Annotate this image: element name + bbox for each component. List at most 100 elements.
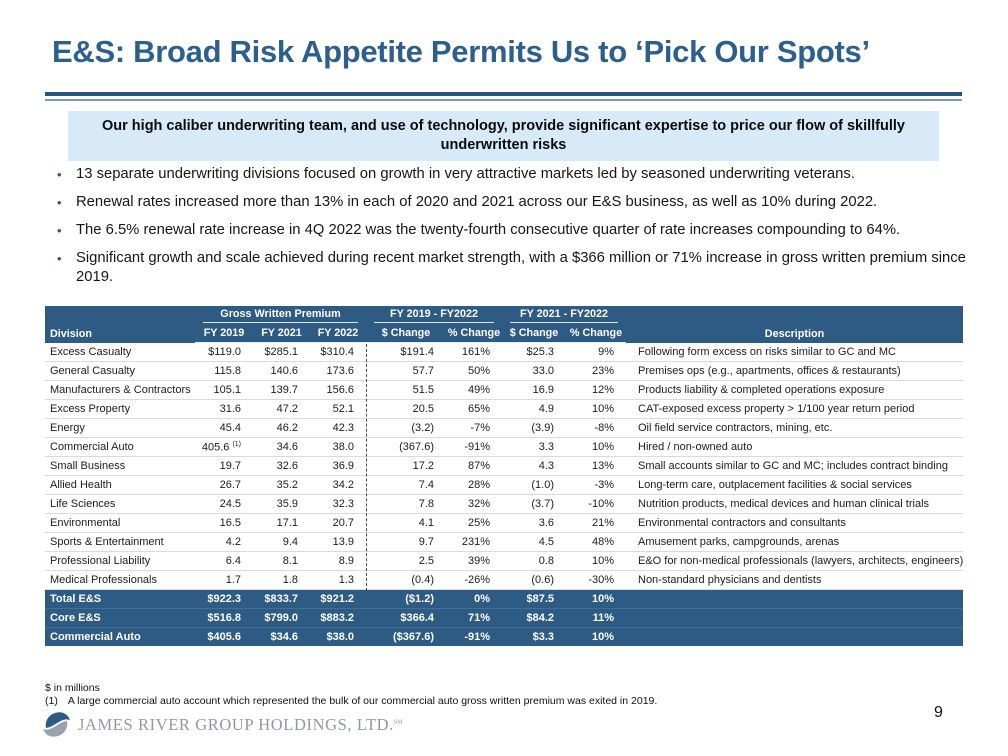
col-header-pct-change-2: % Change xyxy=(566,324,626,343)
table-cell: 0% xyxy=(446,589,502,609)
col-header-fy2022: FY 2022 xyxy=(310,324,366,343)
table-cell: $799.0 xyxy=(253,608,310,628)
title-divider xyxy=(45,92,962,101)
table-cell: E&O for non-medical professionals (lawye… xyxy=(626,551,963,571)
table-row: Manufacturers & Contractors 105.1 139.7 156… xyxy=(45,380,963,400)
table-cell: $87.5 xyxy=(502,589,566,609)
table-cell: (3.2) xyxy=(366,418,446,438)
group-header-gwp: Gross Written Premium xyxy=(195,306,366,324)
table-row: Professional Liability 6.4 8.1 8.9 2.5 39% 0.8… xyxy=(45,551,963,571)
table-cell: 7.4 xyxy=(366,475,446,495)
col-header-pct-change-1: % Change xyxy=(446,324,502,343)
table-cell: (367.6) xyxy=(366,437,446,457)
table-cell: 16.5 xyxy=(195,513,253,533)
table-cell: (3.9) xyxy=(502,418,566,438)
footnote-units: $ in millions xyxy=(45,682,100,694)
table-cell: 39% xyxy=(446,551,502,571)
table-cell: 42.3 xyxy=(310,418,366,438)
table-cell: $922.3 xyxy=(195,589,253,609)
table-cell: 115.8 xyxy=(195,361,253,381)
table-totals: Total E&S $922.3 $833.7 $921.2 ($1.2) 0% $87.5… xyxy=(45,589,963,646)
table-cell: Manufacturers & Contractors xyxy=(45,380,195,400)
bullet-text: The 6.5% renewal rate increase in 4Q 202… xyxy=(76,222,901,238)
divisions-table: Division Gross Written Premium FY 2019 -… xyxy=(45,306,963,646)
col-header-dollar-change-2: $ Change xyxy=(502,324,566,343)
table-cell: 8.9 xyxy=(310,551,366,571)
footnote-1-text: A large commercial auto account which re… xyxy=(67,695,658,707)
table-header: Division Gross Written Premium FY 2019 -… xyxy=(45,306,963,343)
table-cell: 51.5 xyxy=(366,380,446,400)
table-cell: Professional Liability xyxy=(45,551,195,571)
table-cell: 4.1 xyxy=(366,513,446,533)
table-cell xyxy=(626,627,963,646)
table-cell: 140.6 xyxy=(253,361,310,381)
table-cell: $191.4 xyxy=(366,342,446,362)
table-cell: 32.3 xyxy=(310,494,366,514)
table-cell: -30% xyxy=(566,570,626,590)
table-cell: 7.8 xyxy=(366,494,446,514)
table-cell: $119.0 xyxy=(195,342,253,362)
table-cell: Following form excess on risks similar t… xyxy=(626,342,963,362)
table-cell: 3.3 xyxy=(502,437,566,457)
table-cell: 173.6 xyxy=(310,361,366,381)
table-cell: $34.6 xyxy=(253,627,310,646)
table-cell: 31.6 xyxy=(195,399,253,419)
table-row: Energy 45.4 46.2 42.3 (3.2) -7% (3.9) -8% Oil fi… xyxy=(45,418,963,438)
table-cell: Nutrition products, medical devices and … xyxy=(626,494,963,514)
table-cell: 57.7 xyxy=(366,361,446,381)
table-cell: 10% xyxy=(566,437,626,457)
table-cell: $366.4 xyxy=(366,608,446,628)
footnote-1-marker: (1) xyxy=(45,695,58,707)
james-river-logo-text: JAMES RIVER GROUP HOLDINGS, LTD.SM xyxy=(78,714,403,734)
bullet-text: Significant growth and scale achieved du… xyxy=(76,250,966,285)
table-cell: 10% xyxy=(566,551,626,571)
footnote-reference: (1) xyxy=(232,440,241,448)
table-cell: 10% xyxy=(566,589,626,609)
table-cell: 2.5 xyxy=(366,551,446,571)
table-cell: (1.0) xyxy=(502,475,566,495)
table-cell: -91% xyxy=(446,627,502,646)
header-column-row: FY 2019 FY 2021 FY 2022 $ Change % Chang… xyxy=(45,324,963,343)
james-river-logo-icon xyxy=(43,712,70,737)
table-cell: Environmental xyxy=(45,513,195,533)
table-cell: 45.4 xyxy=(195,418,253,438)
table-cell: 87% xyxy=(446,456,502,476)
table-cell: $833.7 xyxy=(253,589,310,609)
bullet-text: Renewal rates increased more than 13% in… xyxy=(76,194,878,210)
col-header-dollar-change-1: $ Change xyxy=(366,324,446,343)
table-row: Environmental 16.5 17.1 20.7 4.1 25% 3.6 21% Env… xyxy=(45,513,963,533)
table-cell: Allied Health xyxy=(45,475,195,495)
header-group-row: Division Gross Written Premium FY 2019 -… xyxy=(45,306,963,343)
table-cell: 12% xyxy=(566,380,626,400)
bullet-item: • Significant growth and scale achieved … xyxy=(55,249,967,287)
table-cell: 21% xyxy=(566,513,626,533)
bullet-item: • 13 separate underwriting divisions foc… xyxy=(55,165,967,184)
table-cell: 156.6 xyxy=(310,380,366,400)
table-cell: $921.2 xyxy=(310,589,366,609)
table-cell: Commercial Auto xyxy=(45,437,195,457)
highlight-text: Our high caliber underwriting team, and … xyxy=(102,118,905,153)
table-cell: 23% xyxy=(566,361,626,381)
table-cell: 38.0 xyxy=(310,437,366,457)
james-river-logo: JAMES RIVER GROUP HOLDINGS, LTD.SM xyxy=(42,710,403,739)
table-cell xyxy=(626,608,963,628)
table-cell: 4.9 xyxy=(502,399,566,419)
table-cell: 4.2 xyxy=(195,532,253,552)
table-cell: $310.4 xyxy=(310,342,366,362)
footnotes: $ in millions (1) A large commercial auto… xyxy=(45,682,657,708)
bullet-item: • The 6.5% renewal rate increase in 4Q 2… xyxy=(55,221,967,240)
col-header-fy2021: FY 2021 xyxy=(253,324,310,343)
table-row: Life Sciences 24.5 35.9 32.3 7.8 32% (3.7) -10%… xyxy=(45,494,963,514)
table-cell: 8.1 xyxy=(253,551,310,571)
totals-row: Core E&S $516.8 $799.0 $883.2 $366.4 71% $84.2… xyxy=(45,608,963,628)
table-cell: 405.6 (1) xyxy=(195,437,253,457)
table-cell: Hired / non-owned auto xyxy=(626,437,963,457)
table-cell: 1.8 xyxy=(253,570,310,590)
table-cell: $84.2 xyxy=(502,608,566,628)
table-cell: 26.7 xyxy=(195,475,253,495)
trademark-mark: SM xyxy=(393,719,403,725)
table-cell: ($1.2) xyxy=(366,589,446,609)
table-cell: CAT-exposed excess property > 1/100 year… xyxy=(626,399,963,419)
table-cell: 0.8 xyxy=(502,551,566,571)
